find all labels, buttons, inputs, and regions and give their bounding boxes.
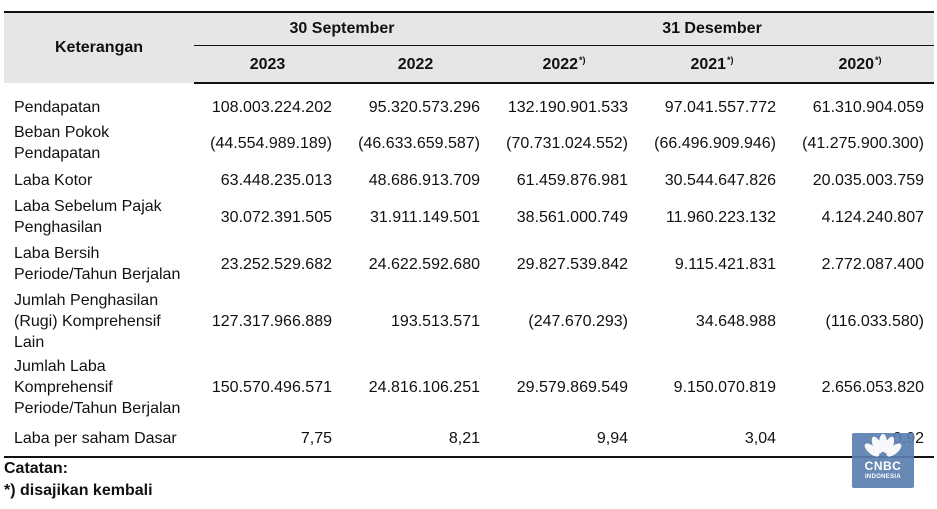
header-year-2022-des: 2022*) bbox=[490, 45, 638, 84]
header-year-2020: 2020*) bbox=[786, 45, 934, 84]
cell-value: 108.003.224.202 bbox=[211, 98, 332, 116]
row-label: Jumlah Laba Komprehensif Periode/Tahun B… bbox=[14, 357, 181, 417]
header-year-2022-sept: 2022 bbox=[342, 45, 490, 84]
table-row: Laba per saham Dasar 7,75 8,21 9,94 3,04… bbox=[4, 420, 934, 458]
cell-value: 61.310.904.059 bbox=[812, 98, 924, 116]
watermark-brand: CNBC bbox=[864, 459, 902, 473]
notes-section: Catatan: *) disajikan kembali bbox=[4, 458, 153, 502]
cell-value: 30.544.647.826 bbox=[664, 171, 776, 189]
cell-value: 2.656.053.820 bbox=[821, 378, 924, 396]
notes-restated: *) disajikan kembali bbox=[4, 482, 153, 499]
cell-value: (66.496.909.946) bbox=[654, 134, 776, 152]
cell-value: 3,04 bbox=[638, 420, 786, 458]
cell-value: 4.124.240.807 bbox=[821, 208, 924, 226]
cell-value: 150.570.496.571 bbox=[211, 378, 332, 396]
row-label: Laba Bersih Periode/Tahun Berjalan bbox=[14, 245, 181, 283]
cell-value: 20.035.003.759 bbox=[812, 171, 924, 189]
cell-value: 11.960.223.132 bbox=[665, 208, 776, 226]
financial-table-container: Keterangan 30 September 31 Desember 2023… bbox=[4, 11, 934, 458]
cell-value: 97.041.557.772 bbox=[664, 98, 776, 116]
cell-value: 24.816.106.251 bbox=[368, 378, 480, 396]
cell-value: 38.561.000.749 bbox=[516, 208, 628, 226]
row-label: Laba Kotor bbox=[14, 171, 93, 189]
header-keterangan: Keterangan bbox=[4, 11, 194, 83]
row-label: Laba per saham Dasar bbox=[4, 420, 194, 458]
cell-value: (70.731.024.552) bbox=[506, 134, 628, 152]
cell-value: (46.633.659.587) bbox=[358, 134, 480, 152]
cell-value: 29.827.539.842 bbox=[516, 255, 628, 273]
table-row: Laba Sebelum Pajak Penghasilan 30.072.39… bbox=[4, 194, 934, 240]
peacock-logo-icon bbox=[864, 434, 902, 460]
cell-value: 127.317.966.889 bbox=[211, 312, 332, 330]
header-year-2021: 2021*) bbox=[638, 45, 786, 84]
cell-value: (41.275.900.300) bbox=[802, 134, 924, 152]
table-row: Jumlah Laba Komprehensif Periode/Tahun B… bbox=[4, 354, 934, 420]
header-year-2023: 2023 bbox=[194, 45, 342, 84]
cell-value: (116.033.580) bbox=[825, 312, 924, 330]
row-label: Beban Pokok Pendapatan bbox=[14, 124, 110, 162]
cell-value: 30.072.391.505 bbox=[220, 208, 332, 226]
watermark-sub: INDONESIA bbox=[864, 474, 902, 480]
table-row: Laba Kotor 63.448.235.013 48.686.913.709… bbox=[4, 166, 934, 194]
cell-value: 95.320.573.296 bbox=[368, 98, 480, 116]
cell-value: 23.252.529.682 bbox=[220, 255, 332, 273]
cell-value: 8,21 bbox=[342, 420, 490, 458]
cell-value: 63.448.235.013 bbox=[220, 171, 332, 189]
cell-value: (247.670.293) bbox=[528, 312, 628, 330]
table-row: Laba Bersih Periode/Tahun Berjalan 23.25… bbox=[4, 240, 934, 288]
cell-value: 24.622.592.680 bbox=[368, 255, 480, 273]
cell-value: 48.686.913.709 bbox=[368, 171, 480, 189]
cell-value: 29.579.869.549 bbox=[516, 378, 628, 396]
cell-value: 2.772.087.400 bbox=[821, 255, 924, 273]
cell-value: 34.648.988 bbox=[695, 312, 776, 330]
cell-value: (44.554.989.189) bbox=[210, 134, 332, 152]
row-label: Jumlah Penghasilan (Rugi) Komprehensif L… bbox=[14, 291, 161, 351]
notes-title: Catatan: bbox=[4, 460, 69, 477]
cnbc-watermark-logo: CNBC INDONESIA bbox=[852, 433, 914, 488]
table-row: Pendapatan 108.003.224.202 95.320.573.29… bbox=[4, 94, 934, 120]
table-row: Jumlah Penghasilan (Rugi) Komprehensif L… bbox=[4, 288, 934, 354]
financial-summary-table: Keterangan 30 September 31 Desember 2023… bbox=[4, 11, 934, 458]
row-label: Laba Sebelum Pajak Penghasilan bbox=[14, 198, 162, 236]
cell-value: 61.459.876.981 bbox=[516, 171, 628, 189]
cell-value: 7,75 bbox=[194, 420, 342, 458]
header-group-31-desember: 31 Desember bbox=[490, 11, 934, 46]
table-row: Beban Pokok Pendapatan (44.554.989.189) … bbox=[4, 120, 934, 166]
header-group-30-september: 30 September bbox=[194, 11, 490, 46]
cell-value: 132.190.901.533 bbox=[507, 98, 628, 116]
cell-value: 9.115.421.831 bbox=[674, 255, 776, 273]
cell-value: 9.150.070.819 bbox=[673, 378, 776, 396]
row-label: Pendapatan bbox=[14, 98, 101, 116]
cell-value: 9,94 bbox=[490, 420, 638, 458]
cell-value: 31.911.149.501 bbox=[369, 208, 480, 226]
cell-value: 193.513.571 bbox=[391, 312, 480, 330]
